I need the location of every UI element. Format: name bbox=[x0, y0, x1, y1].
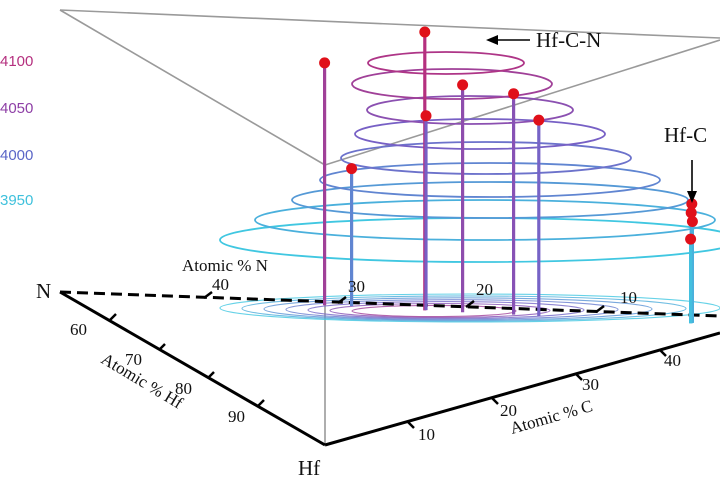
annotation-label: Hf-C-N bbox=[536, 28, 601, 52]
hf-tick-mark bbox=[109, 313, 117, 321]
n-tick-label: 10 bbox=[620, 288, 637, 307]
c-tick-label: 30 bbox=[582, 375, 599, 394]
hf-tick-label: 80 bbox=[175, 379, 192, 398]
c-axis-label: Atomic % C bbox=[508, 396, 595, 438]
z-tick-label: 4000 bbox=[0, 147, 33, 164]
arrowhead-left-icon bbox=[486, 35, 498, 45]
hf-tick-mark bbox=[207, 371, 215, 379]
data-stems bbox=[319, 26, 698, 324]
c-tick-mark bbox=[491, 397, 499, 405]
hf-tick-mark bbox=[257, 399, 265, 407]
data-point bbox=[346, 163, 358, 175]
data-point bbox=[420, 110, 432, 122]
box-top-diagonal-edge bbox=[59, 9, 326, 166]
floor-contour bbox=[219, 293, 720, 323]
c-tick-mark bbox=[575, 373, 583, 381]
z-tick-label: 4100 bbox=[0, 53, 33, 70]
floor-contours bbox=[219, 293, 720, 323]
data-point bbox=[686, 216, 698, 227]
c-tick-label: 10 bbox=[418, 425, 435, 444]
hf-tick-label: 90 bbox=[228, 407, 245, 426]
n-tick-label: 30 bbox=[348, 277, 365, 296]
floor-contour bbox=[263, 297, 653, 321]
data-point bbox=[419, 26, 431, 38]
data-point bbox=[533, 114, 545, 126]
n-axis-label: Atomic % N bbox=[182, 256, 268, 275]
data-point bbox=[686, 198, 698, 210]
contour-ring bbox=[366, 95, 574, 125]
c-tick-mark bbox=[407, 421, 415, 429]
data-point bbox=[508, 88, 520, 100]
hf-tick-label: 70 bbox=[125, 350, 142, 369]
data-point bbox=[457, 79, 469, 91]
n-tick-label: 20 bbox=[476, 280, 493, 299]
arrowhead-down-icon bbox=[687, 191, 697, 203]
n-tick-mark bbox=[465, 300, 475, 308]
tick-marks bbox=[109, 291, 667, 429]
data-point bbox=[685, 207, 697, 219]
contour-ring bbox=[367, 51, 525, 75]
n-axis-dashed bbox=[59, 290, 720, 318]
contour-ring bbox=[254, 199, 716, 241]
hf-corner-label: Hf bbox=[298, 456, 320, 480]
c-axis-line bbox=[324, 331, 720, 447]
c-tick-label: 20 bbox=[500, 401, 517, 420]
contour-ring bbox=[351, 68, 553, 100]
n-tick-mark bbox=[595, 305, 605, 313]
box-top-back-edge bbox=[59, 9, 720, 39]
c-tick-label: 40 bbox=[664, 351, 681, 370]
contour-ring bbox=[319, 162, 661, 198]
hf-axis-line bbox=[59, 290, 326, 447]
hf-tick-mark bbox=[158, 343, 166, 351]
n-tick-mark bbox=[337, 296, 347, 304]
annotation-hf-c-n: Hf-C-N bbox=[486, 28, 601, 52]
floor-contour bbox=[329, 302, 551, 319]
contour-ring bbox=[340, 141, 632, 175]
annotation-label: Hf-C bbox=[664, 123, 707, 147]
data-point bbox=[685, 233, 697, 245]
contour-ring bbox=[354, 118, 606, 150]
n-corner-label: N bbox=[36, 279, 51, 303]
hf-tick-label: 60 bbox=[70, 320, 87, 339]
n-tick-mark bbox=[203, 291, 213, 299]
base-axes bbox=[59, 290, 720, 447]
z-tick-label: 3950 bbox=[0, 192, 33, 209]
n-tick-label: 40 bbox=[212, 275, 229, 294]
floor-contour bbox=[307, 301, 585, 319]
data-point bbox=[319, 57, 331, 69]
contour-rings bbox=[219, 51, 720, 263]
floor-contour bbox=[285, 299, 619, 320]
annotation-hf-c: Hf-C bbox=[664, 123, 707, 203]
c-tick-mark bbox=[659, 349, 667, 357]
z-tick-label: 4050 bbox=[0, 100, 33, 117]
